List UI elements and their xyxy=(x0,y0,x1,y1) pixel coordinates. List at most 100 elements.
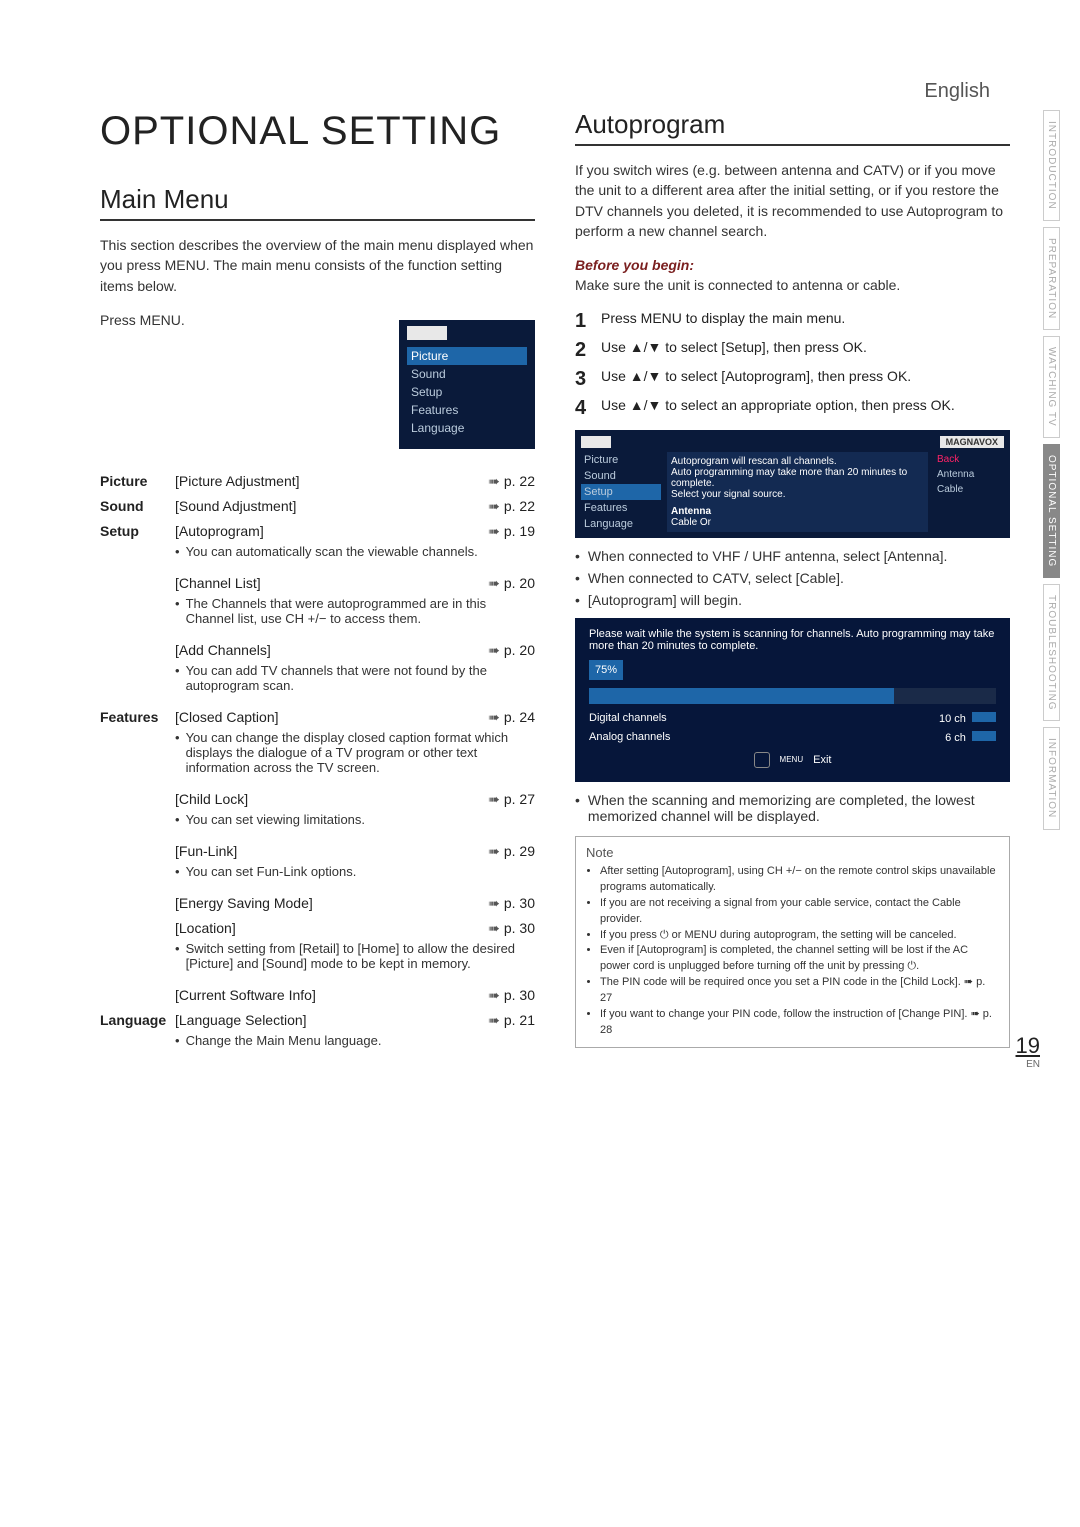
section-label: Sound xyxy=(100,494,175,519)
step-number: 2 xyxy=(575,339,601,362)
setting-item: [Sound Adjustment] xyxy=(175,498,296,515)
section-label: Picture xyxy=(100,469,175,494)
step-text: Use ▲/▼ to select an appropriate option,… xyxy=(601,397,955,413)
note-title: Note xyxy=(586,845,999,860)
setting-item: [Current Software Info] xyxy=(175,987,316,1004)
analog-value: 6 ch xyxy=(945,732,966,744)
setting-item: [Autoprogram] xyxy=(175,523,264,540)
step-number: 1 xyxy=(575,310,601,333)
page-ref: p. 30 xyxy=(488,895,535,912)
autoprogram-heading: Autoprogram xyxy=(575,109,1010,146)
note-item: If you want to change your PIN code, fol… xyxy=(600,1007,999,1039)
osd-row: Setup xyxy=(581,484,661,500)
digital-label: Digital channels xyxy=(589,712,667,724)
menu-item: Sound xyxy=(407,365,527,383)
setting-note: You can add TV channels that were not fo… xyxy=(186,663,535,693)
page-ref: p. 30 xyxy=(488,987,535,1004)
setting-item: [Language Selection] xyxy=(175,1012,307,1029)
page-number: 19 EN xyxy=(1016,1033,1040,1070)
section-label: Setup xyxy=(100,519,175,571)
section-label xyxy=(100,983,175,1008)
menu-label: MENU xyxy=(780,755,804,764)
step-text: Use ▲/▼ to select [Autoprogram], then pr… xyxy=(601,368,911,384)
page-ref: p. 27 xyxy=(488,791,535,808)
section-label: Language xyxy=(100,1008,175,1060)
setting-note: You can automatically scan the viewable … xyxy=(186,544,478,559)
before-heading: Before you begin: xyxy=(575,257,694,273)
note-item: After setting [Autoprogram], using CH +/… xyxy=(600,864,999,896)
step-number: 3 xyxy=(575,368,601,391)
setting-item: [Picture Adjustment] xyxy=(175,473,300,490)
osd-note: When connected to VHF / UHF antenna, sel… xyxy=(588,548,948,564)
osd-text: Select your signal source. xyxy=(671,489,924,500)
tab-introduction: INTRODUCTION xyxy=(1043,110,1060,221)
before-text: Make sure the unit is connected to anten… xyxy=(575,277,900,293)
note-item: If you are not receiving a signal from y… xyxy=(600,896,999,928)
page-ref: p. 20 xyxy=(488,575,535,592)
step-number: 4 xyxy=(575,397,601,420)
section-label xyxy=(100,571,175,638)
settings-table: Picture[Picture Adjustment] p. 22 Sound[So… xyxy=(100,469,535,1060)
setting-note: You can set Fun-Link options. xyxy=(186,864,357,879)
tab-preparation: PREPARATION xyxy=(1043,227,1060,330)
setting-item: [Energy Saving Mode] xyxy=(175,895,313,912)
menu-illustration: Picture Sound Setup Features Language xyxy=(399,320,535,449)
osd-row: Cable xyxy=(934,482,1004,497)
section-label xyxy=(100,891,175,916)
page-ref: p. 24 xyxy=(488,709,535,726)
setting-item: [Child Lock] xyxy=(175,791,248,808)
page-ref: p. 19 xyxy=(488,523,535,540)
press-menu-text: Press MENU. xyxy=(100,310,379,330)
tab-optional-setting: OPTIONAL SETTING xyxy=(1043,444,1060,578)
page-ref: p. 30 xyxy=(488,920,535,937)
section-label xyxy=(100,839,175,891)
osd-row: Sound xyxy=(581,468,661,484)
exit-label: Exit xyxy=(813,754,831,766)
tab-information: INFORMATION xyxy=(1043,727,1060,829)
setting-item: [Channel List] xyxy=(175,575,261,592)
tab-troubleshooting: TROUBLESHOOTING xyxy=(1043,584,1060,722)
setting-note: Switch setting from [Retail] to [Home] t… xyxy=(186,941,535,971)
menu-item: Language xyxy=(407,419,527,437)
menu-icon xyxy=(754,752,770,768)
section-label xyxy=(100,638,175,705)
page-ref: p. 20 xyxy=(488,642,535,659)
progress-pct: 75% xyxy=(589,660,623,680)
section-label xyxy=(100,916,175,983)
analog-label: Analog channels xyxy=(589,731,670,743)
tab-watching-tv: WATCHING TV xyxy=(1043,336,1060,438)
page-ref: p. 22 xyxy=(488,498,535,515)
main-menu-heading: Main Menu xyxy=(100,184,535,221)
language-label: English xyxy=(100,80,1010,103)
osd-text: Cable Or xyxy=(671,517,924,528)
menu-item: Features xyxy=(407,401,527,419)
osd-text: Autoprogram will rescan all channels. xyxy=(671,456,924,467)
setting-note: Change the Main Menu language. xyxy=(186,1033,382,1048)
main-menu-intro: This section describes the overview of t… xyxy=(100,235,535,296)
setting-item: [Add Channels] xyxy=(175,642,271,659)
osd-text: Auto programming may take more than 20 m… xyxy=(671,467,924,489)
osd-row: Features xyxy=(581,500,661,516)
step-text: Press MENU to display the main menu. xyxy=(601,310,845,326)
osd-row: Antenna xyxy=(934,467,1004,482)
setting-item: [Location] xyxy=(175,920,236,937)
setting-note: You can set viewing limitations. xyxy=(186,812,365,827)
osd-note: [Autoprogram] will begin. xyxy=(588,592,742,608)
setting-item: [Fun-Link] xyxy=(175,843,237,860)
note-box: Note After setting [Autoprogram], using … xyxy=(575,836,1010,1048)
osd-illustration: MAGNAVOX Picture Sound Setup Features La… xyxy=(575,430,1010,538)
side-tabs: INTRODUCTION PREPARATION WATCHING TV OPT… xyxy=(1043,110,1060,830)
setting-item: [Closed Caption] xyxy=(175,709,279,726)
step-list: 1Press MENU to display the main menu.2Us… xyxy=(575,310,1010,420)
page-ref: p. 21 xyxy=(488,1012,535,1029)
note-item: If you press ⏻ or MENU during autoprogra… xyxy=(600,928,999,944)
progress-msg: Please wait while the system is scanning… xyxy=(589,628,996,652)
section-label xyxy=(100,787,175,839)
osd-row: Back xyxy=(934,452,1004,467)
osd-brand: MAGNAVOX xyxy=(940,436,1004,448)
after-progress: When the scanning and memorizing are com… xyxy=(575,792,1010,824)
osd-row: Picture xyxy=(581,452,661,468)
page-ref: p. 29 xyxy=(488,843,535,860)
setting-note: The Channels that were autoprogrammed ar… xyxy=(186,596,535,626)
note-item: The PIN code will be required once you s… xyxy=(600,975,999,1007)
